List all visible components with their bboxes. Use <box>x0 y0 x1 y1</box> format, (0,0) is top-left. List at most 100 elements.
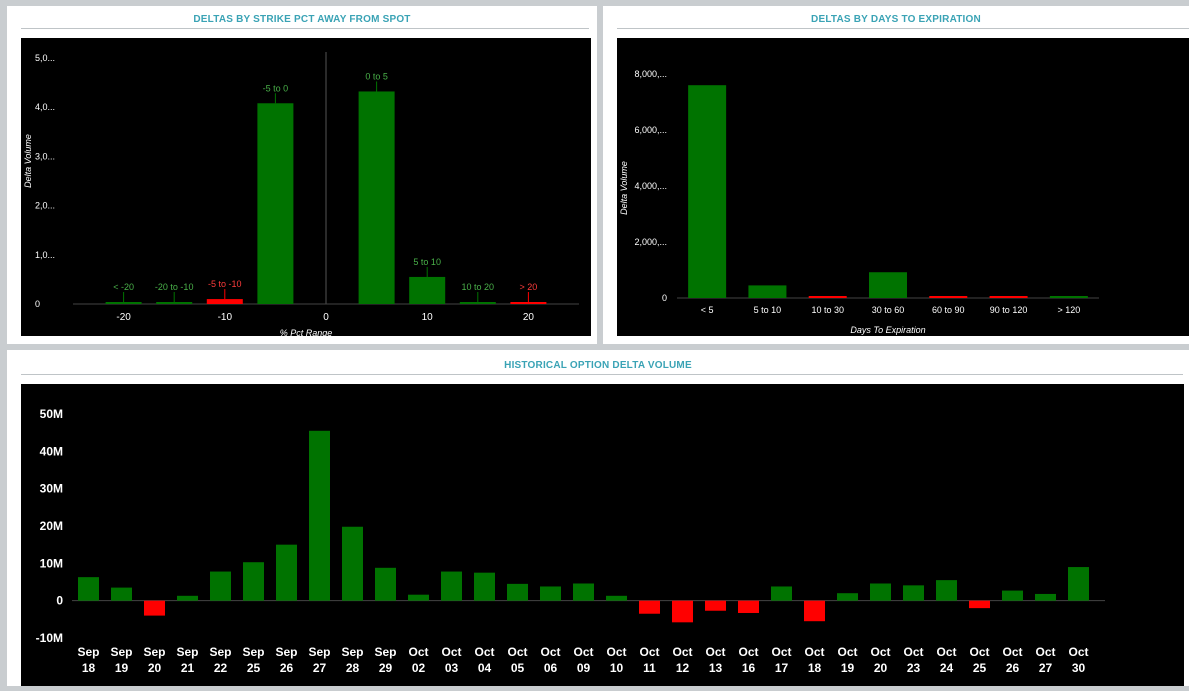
x-tick-day: 29 <box>379 661 393 675</box>
y-tick-label: 2,000,... <box>634 237 667 247</box>
x-tick-day: 26 <box>280 661 294 675</box>
bar <box>1035 593 1056 601</box>
bar <box>78 577 99 601</box>
strike-chart-area: 0 1,0... 2,0... 3,0... 4,0... 5,0... -20 -10 0 10… <box>21 38 591 338</box>
x-tick-month: Sep <box>176 645 198 659</box>
strike-panel-divider <box>21 28 589 29</box>
x-tick-day: 19 <box>841 661 855 675</box>
x-tick-day: 09 <box>577 661 591 675</box>
bar <box>177 595 198 601</box>
bar <box>257 103 294 304</box>
x-tick-day: 13 <box>709 661 723 675</box>
x-tick-day: 04 <box>478 661 492 675</box>
x-tick-month: Sep <box>275 645 297 659</box>
x-tick-day: 18 <box>808 661 822 675</box>
x-tick-day: 23 <box>907 661 921 675</box>
x-tick-label: 60 to 90 <box>932 305 965 315</box>
bar-data-label: 10 to 20 <box>462 282 495 292</box>
x-tick-month: Oct <box>870 645 890 659</box>
bar <box>1068 567 1089 601</box>
bar <box>672 600 693 623</box>
bar-data-label: 0 to 5 <box>365 71 388 81</box>
bar <box>573 583 594 601</box>
x-axis-title: % Pct Range <box>280 328 333 336</box>
y-tick-label: 6,000,... <box>634 125 667 135</box>
bar <box>474 572 495 601</box>
x-tick-day: 03 <box>445 661 459 675</box>
x-tick-day: 12 <box>676 661 690 675</box>
y-tick-label: 1,0... <box>35 250 55 260</box>
history-panel: HISTORICAL OPTION DELTA VOLUME 50M 40M 30M… <box>7 350 1189 686</box>
x-tick-day: 11 <box>643 661 656 675</box>
bar <box>771 586 792 601</box>
y-tick-label: 50M <box>40 407 63 421</box>
x-tick-month: Oct <box>639 645 659 659</box>
days-chart: 0 2,000,... 4,000,... 6,000,... 8,000,... < 5… <box>619 69 1099 335</box>
x-tick-label: > 120 <box>1057 305 1080 315</box>
y-tick-label: 10M <box>40 556 63 570</box>
x-tick-month: Oct <box>936 645 956 659</box>
days-panel-divider <box>617 28 1189 29</box>
strike-panel: DELTAS BY STRIKE PCT AWAY FROM SPOT 0 1,0… <box>7 6 597 344</box>
bar <box>903 585 924 601</box>
y-tick-label: 2,0... <box>35 201 55 211</box>
bar <box>969 600 990 609</box>
x-tick-month: Oct <box>606 645 626 659</box>
x-tick-month: Oct <box>672 645 692 659</box>
x-tick-month: Oct <box>408 645 428 659</box>
bar <box>409 276 446 304</box>
strike-panel-title: DELTAS BY STRIKE PCT AWAY FROM SPOT <box>193 14 411 25</box>
bar <box>808 296 847 298</box>
history-panel-divider <box>21 374 1183 375</box>
bar <box>804 600 825 622</box>
y-tick-label: 0 <box>662 293 667 303</box>
bar-data-label: -5 to 0 <box>263 83 289 93</box>
x-tick-label: 5 to 10 <box>754 305 782 315</box>
y-tick-label: 40M <box>40 444 63 458</box>
x-tick-day: 24 <box>940 661 954 675</box>
bar <box>705 600 726 611</box>
days-panel: DELTAS BY DAYS TO EXPIRATION 0 2,000,... 4… <box>603 6 1189 344</box>
days-panel-title: DELTAS BY DAYS TO EXPIRATION <box>811 14 981 25</box>
x-tick-month: Oct <box>1002 645 1022 659</box>
bar <box>870 583 891 601</box>
y-tick-label: 4,000,... <box>634 181 667 191</box>
x-tick-month: Sep <box>374 645 396 659</box>
y-tick-label: 3,0... <box>35 151 55 161</box>
x-tick-month: Oct <box>1068 645 1088 659</box>
bar <box>459 302 496 304</box>
x-tick-day: 05 <box>511 661 525 675</box>
strike-chart: 0 1,0... 2,0... 3,0... 4,0... 5,0... -20 -10 0 10… <box>23 52 579 338</box>
x-tick-day: 18 <box>82 661 96 675</box>
bar <box>375 567 396 601</box>
x-tick-label: 10 <box>422 312 434 323</box>
bar <box>105 302 142 304</box>
x-tick-day: 22 <box>214 661 228 675</box>
bar <box>837 593 858 601</box>
bar <box>156 302 193 304</box>
x-tick-day: 25 <box>247 661 261 675</box>
x-tick-month: Oct <box>804 645 824 659</box>
bar <box>1049 296 1088 298</box>
bar <box>408 594 429 601</box>
y-tick-label: 30M <box>40 482 63 496</box>
bar <box>606 595 627 601</box>
bar <box>309 430 330 601</box>
x-tick-month: Sep <box>143 645 165 659</box>
history-chart-area: 50M 40M 30M 20M 10M 0 -10M Sep 18 Sep 19 Sep 20 Sep 21… <box>21 384 1184 686</box>
bar <box>540 586 561 601</box>
x-tick-day: 10 <box>610 661 624 675</box>
bar-data-label: 5 to 10 <box>413 257 441 267</box>
x-tick-day: 28 <box>346 661 360 675</box>
x-tick-month: Oct <box>771 645 791 659</box>
x-tick-month: Oct <box>474 645 494 659</box>
y-tick-label: -10M <box>36 631 63 645</box>
y-axis-title: Delta Volume <box>23 134 33 188</box>
x-tick-day: 27 <box>313 661 327 675</box>
x-tick-month: Sep <box>110 645 132 659</box>
y-axis-title: Delta Volume <box>619 161 629 215</box>
x-tick-month: Oct <box>705 645 725 659</box>
x-tick-label: 20 <box>523 312 535 323</box>
x-tick-month: Sep <box>308 645 330 659</box>
x-tick-month: Sep <box>77 645 99 659</box>
